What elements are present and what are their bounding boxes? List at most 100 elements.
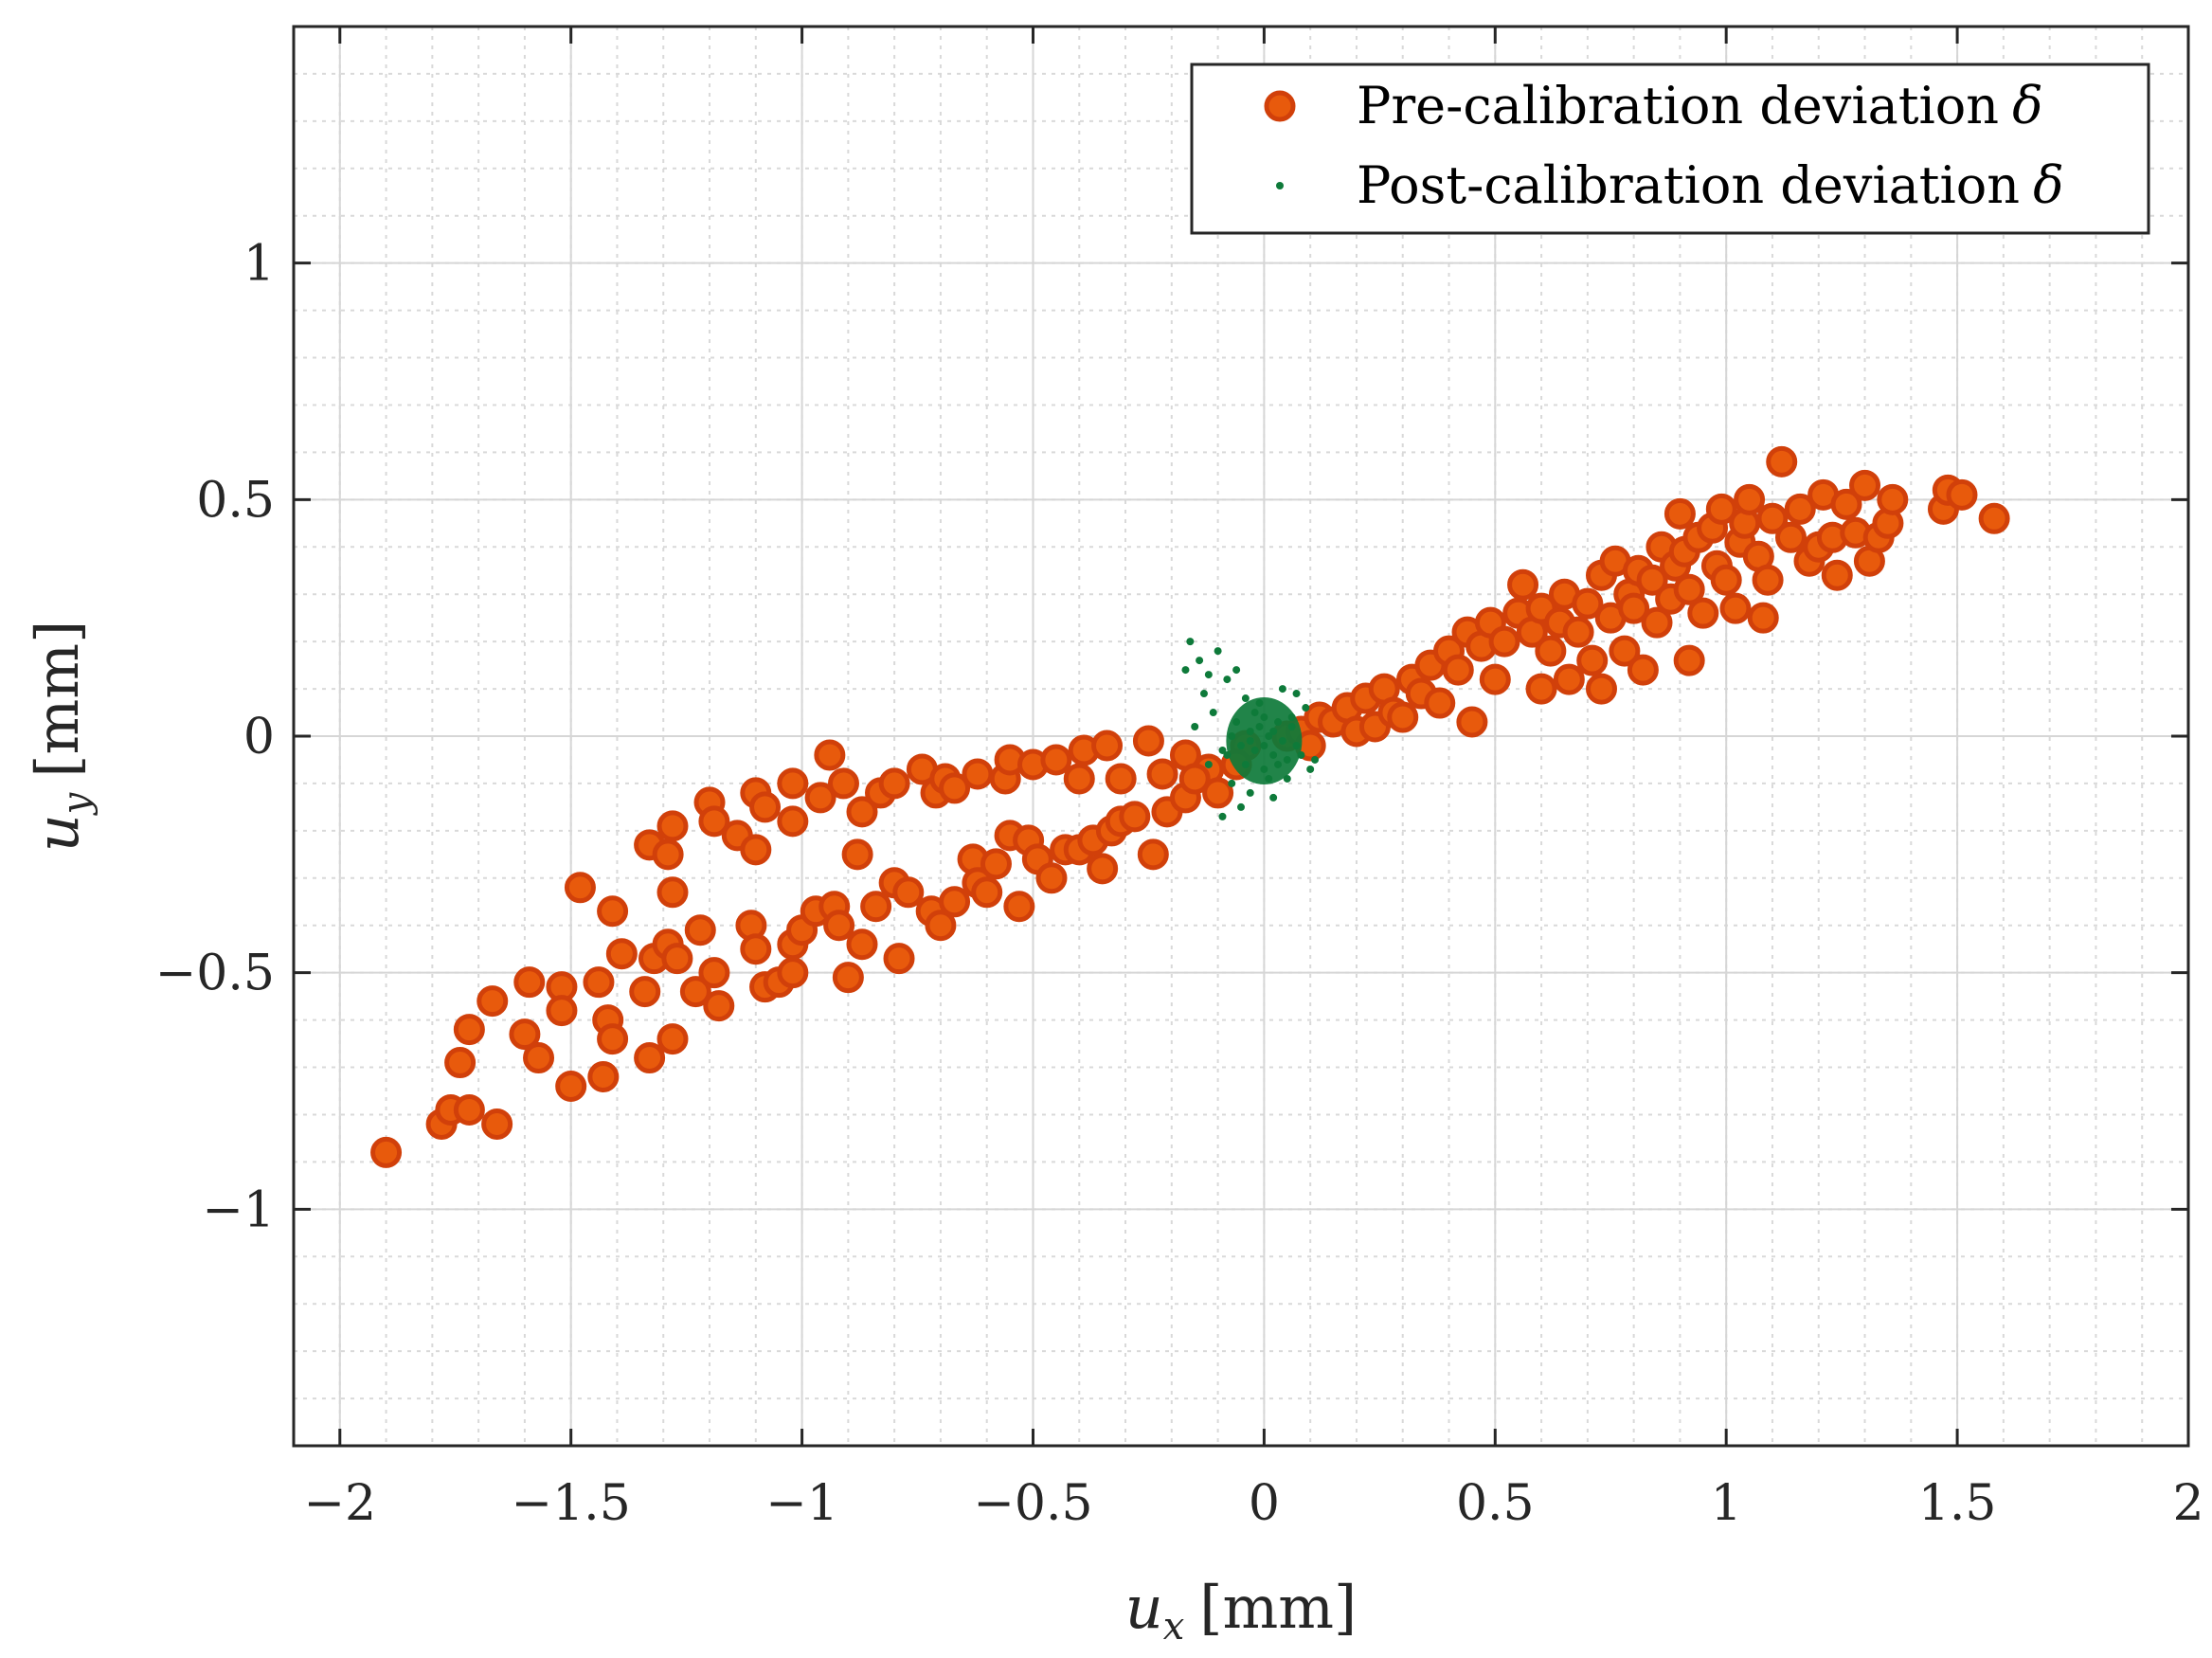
pre-calibration-point — [652, 838, 684, 871]
pre-calibration-point — [1535, 635, 1567, 667]
post-calibration-point — [1191, 723, 1199, 731]
pre-calibration-point — [1553, 663, 1585, 695]
pre-calibration-point — [892, 876, 925, 909]
post-calibration-point — [1218, 746, 1227, 754]
pre-calibration-point — [749, 791, 782, 823]
legend-marker-pre — [1264, 90, 1296, 122]
pre-calibration-point — [1627, 654, 1659, 686]
pre-calibration-point — [698, 957, 730, 989]
pre-calibration-point — [1687, 597, 1719, 629]
pre-calibration-point — [1946, 478, 1978, 511]
pre-calibration-point — [1442, 654, 1474, 686]
pre-calibration-point — [661, 943, 693, 975]
y-axis-label-sub: y — [55, 791, 99, 816]
post-calibration-point — [1302, 704, 1310, 712]
pre-calibration-point — [1821, 559, 1853, 591]
pre-calibration-point — [703, 990, 735, 1022]
pre-calibration-point — [841, 838, 873, 871]
pre-calibration-point — [860, 891, 892, 923]
y-tick-label: 1 — [243, 236, 275, 293]
pre-calibration-point — [1978, 502, 2010, 534]
pre-calibration-point — [971, 876, 1003, 909]
post-calibration-point — [1306, 765, 1315, 773]
pre-calibration-point — [939, 772, 971, 804]
legend-marker-post — [1276, 182, 1284, 189]
legend-box — [1190, 63, 2150, 235]
pre-calibration-point — [1456, 706, 1488, 738]
pre-calibration-point — [1525, 673, 1557, 705]
post-calibration-point — [1218, 812, 1227, 820]
pre-calibration-point — [1849, 469, 1881, 501]
pre-calibration-point — [1756, 502, 1789, 534]
pre-calibration-point — [370, 1136, 403, 1168]
pre-calibration-point — [1609, 635, 1641, 667]
post-calibration-point — [1241, 694, 1250, 703]
post-calibration-points — [1181, 638, 1320, 820]
pre-calibration-point — [1710, 564, 1742, 596]
x-tick-label: −2 — [303, 1475, 376, 1532]
pre-calibration-point — [444, 1047, 477, 1079]
pre-calibration-point — [1063, 763, 1095, 795]
pre-calibration-point — [481, 1108, 513, 1140]
pre-calibration-point — [925, 910, 957, 942]
pre-calibration-point — [513, 966, 546, 999]
y-tick-label: −1 — [202, 1181, 275, 1238]
pre-calibration-point — [740, 834, 772, 866]
pre-calibration-point — [883, 943, 915, 975]
post-calibration-point — [1196, 657, 1204, 665]
x-tick-label: −1.5 — [512, 1475, 631, 1532]
post-calibration-point — [1228, 779, 1236, 787]
pre-calibration-point — [1747, 602, 1779, 634]
pre-calibration-point — [1636, 564, 1668, 596]
pre-calibration-point — [1774, 521, 1807, 553]
post-calibration-point — [1237, 802, 1245, 811]
pre-calibration-point — [1105, 763, 1137, 795]
pre-calibration-point — [684, 914, 716, 946]
y-tick-label: 0 — [243, 709, 275, 766]
y-tick-label: −0.5 — [155, 946, 275, 1002]
pre-calibration-point — [605, 938, 638, 970]
legend-label-pre: Pre-calibration deviation δ — [1357, 76, 2043, 135]
pre-calibration-point — [1576, 644, 1609, 676]
pre-calibration-point — [477, 985, 509, 1018]
pre-calibration-point — [1562, 616, 1594, 648]
x-tick-label: 0.5 — [1456, 1475, 1535, 1532]
post-calibration-point — [1246, 788, 1254, 797]
pre-calibration-point — [777, 957, 809, 989]
post-calibration-point — [1278, 685, 1286, 694]
pre-calibration-point — [1087, 853, 1119, 885]
x-tick-labels: −2 −1.5 −1 −0.5 0 0.5 1 1.5 2 — [303, 1475, 2203, 1532]
pre-calibration-point — [1618, 592, 1650, 624]
pre-calibration-point — [597, 895, 629, 928]
pre-calibration-point — [1734, 483, 1766, 515]
post-calibration-point — [1199, 690, 1208, 698]
post-calibration-point — [1214, 647, 1222, 656]
pre-calibration-point — [656, 1023, 689, 1055]
post-calibration-point — [1209, 709, 1217, 717]
pre-calibration-point — [814, 739, 846, 771]
pre-calibration-point — [1178, 763, 1211, 795]
x-axis-label-unit: [mm] — [1199, 1573, 1357, 1642]
pre-calibration-point — [939, 886, 971, 918]
pre-calibration-point — [804, 782, 836, 814]
pre-calibration-point — [1146, 758, 1178, 790]
pre-calibration-point — [1424, 687, 1456, 719]
pre-calibration-point — [1488, 625, 1520, 658]
pre-calibration-point — [698, 805, 730, 838]
pre-calibration-point — [1641, 606, 1673, 639]
pre-calibration-point — [1719, 592, 1752, 624]
pre-calibration-point — [962, 758, 994, 790]
pre-calibration-point — [1705, 493, 1737, 525]
pre-calibration-point — [846, 796, 878, 828]
pre-calibration-point — [1830, 488, 1862, 520]
post-calibration-point — [1204, 760, 1213, 768]
pre-calibration-point — [1673, 644, 1705, 676]
pre-calibration-point — [583, 966, 615, 999]
pre-calibration-point — [827, 767, 859, 800]
pre-calibration-point — [1479, 663, 1511, 695]
pre-calibration-point — [629, 976, 661, 1008]
pre-calibration-point — [453, 1093, 485, 1126]
post-calibration-point — [1181, 666, 1190, 675]
pre-calibration-point — [980, 848, 1012, 880]
legend-label-post: Post-calibration deviation δ — [1357, 155, 2064, 215]
